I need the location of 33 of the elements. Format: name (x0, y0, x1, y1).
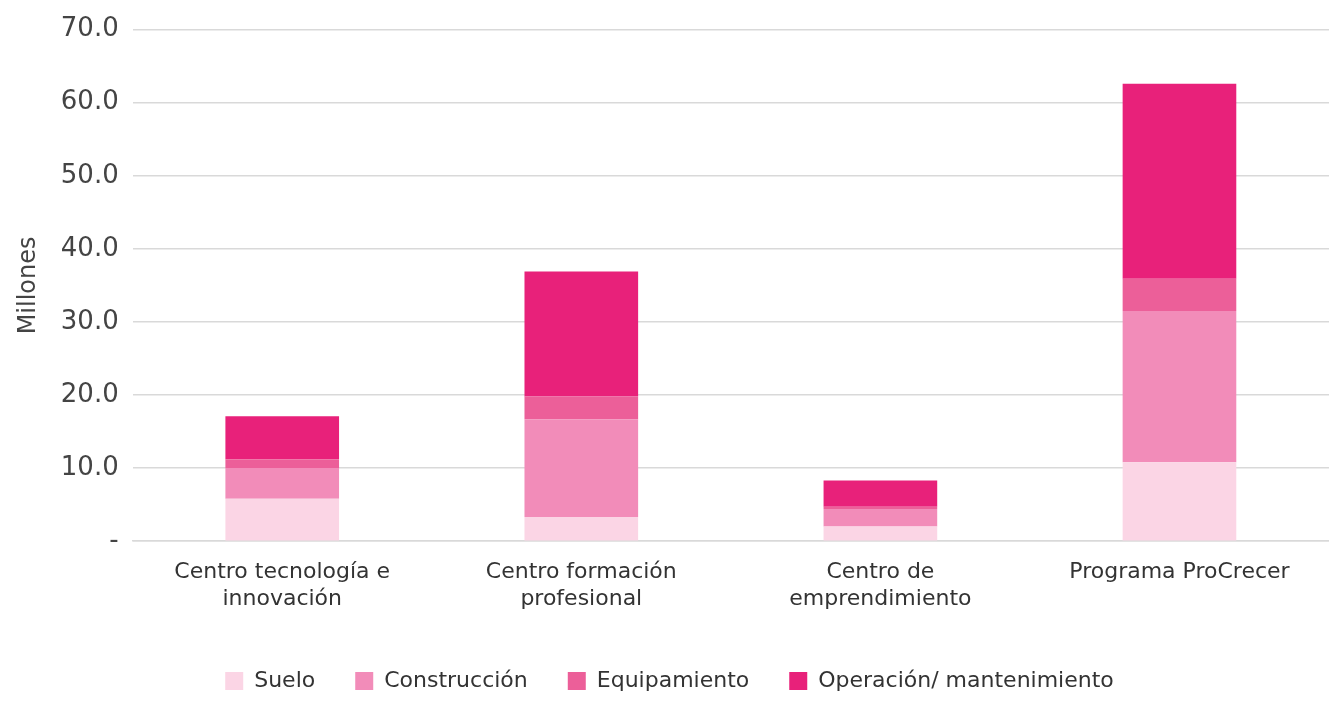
bar (225, 498, 340, 541)
x-tick-label: Programa ProCrecer (1069, 558, 1291, 584)
bar (823, 480, 938, 507)
x-tick-label: Centro de emprendimiento (789, 558, 972, 610)
y-tick-label: 20.0 (60, 377, 119, 408)
x-tick-label: Centro formación profesional (485, 558, 677, 610)
y-tick-label: 60.0 (60, 85, 119, 116)
legend-label: Equipamiento (596, 666, 750, 692)
bar (823, 509, 938, 527)
legend-label: Construcción (384, 666, 528, 692)
bar (524, 517, 639, 541)
y-tick-label: 50.0 (60, 158, 119, 189)
legend-label: Operación/ mantenimiento (818, 666, 1114, 692)
y-tick-label: - (109, 523, 119, 554)
x-tick-label: Centro tecnología e innovación (174, 558, 391, 610)
bar (524, 419, 639, 518)
y-tick-label: 10.0 (60, 450, 119, 481)
y-tick-label: 30.0 (60, 304, 119, 335)
bar (823, 526, 938, 541)
bar (524, 271, 639, 397)
bar (1122, 310, 1237, 463)
bar (524, 396, 639, 420)
legend-label: Suelo (254, 666, 316, 692)
bar (1122, 83, 1237, 279)
bar (225, 459, 340, 469)
bar (1122, 462, 1237, 541)
y-tick-label: 40.0 (60, 231, 119, 262)
bar (1122, 278, 1237, 311)
bar (225, 416, 340, 460)
y-tick-label: 70.0 (60, 12, 119, 43)
bar (823, 506, 938, 510)
bar (225, 468, 340, 499)
y-axis-title: Millones (12, 236, 41, 335)
